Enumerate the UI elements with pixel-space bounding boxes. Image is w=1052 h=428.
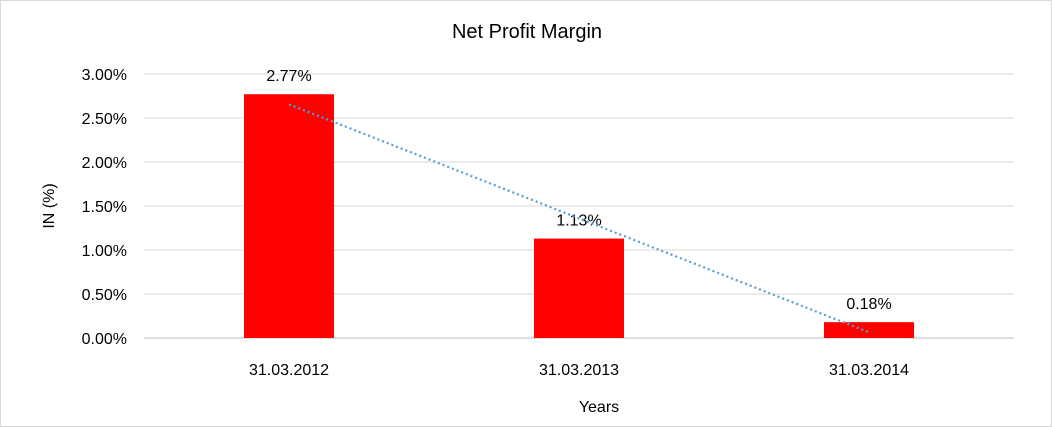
- trendline: [288, 103, 870, 334]
- bar: [534, 238, 624, 338]
- bar: [244, 94, 334, 339]
- x-tick-label: 31.03.2014: [829, 362, 909, 379]
- y-axis-ticks: 0.00% 0.50% 1.00% 1.50% 2.00% 2.50% 3.00%: [82, 67, 127, 348]
- x-tick-label: 31.03.2012: [249, 362, 329, 379]
- trendline-group: [288, 103, 870, 334]
- y-tick-label: 1.00%: [82, 243, 127, 260]
- y-axis-label: IN (%): [41, 183, 58, 228]
- y-tick-label: 2.00%: [82, 155, 127, 172]
- bar: [824, 322, 914, 338]
- data-label: 2.77%: [266, 68, 311, 85]
- bars: [244, 94, 914, 339]
- x-tick-label: 31.03.2013: [539, 362, 619, 379]
- x-axis-label: Years: [579, 399, 619, 416]
- data-labels: 2.77% 1.13% 0.18%: [266, 68, 891, 313]
- data-label: 1.13%: [556, 213, 601, 230]
- y-tick-label: 3.00%: [82, 67, 127, 84]
- y-tick-label: 0.50%: [82, 287, 127, 304]
- y-tick-label: 2.50%: [82, 111, 127, 128]
- data-label: 0.18%: [846, 296, 891, 313]
- y-tick-label: 1.50%: [82, 199, 127, 216]
- y-tick-label: 0.00%: [82, 331, 127, 348]
- chart-title: Net Profit Margin: [452, 21, 602, 43]
- x-axis-ticks: 31.03.2012 31.03.2013 31.03.2014: [249, 362, 909, 379]
